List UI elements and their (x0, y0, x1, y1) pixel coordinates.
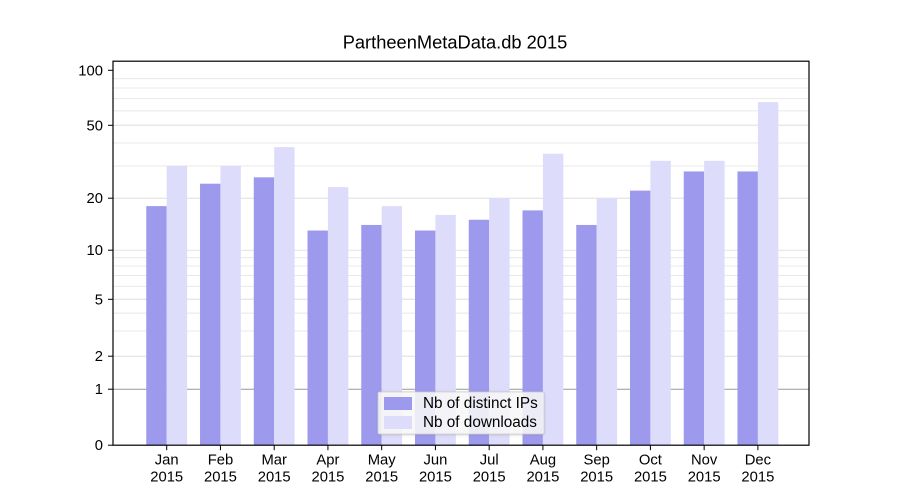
svg-text:Jan: Jan (155, 453, 179, 469)
svg-text:Nb of distinct IPs: Nb of distinct IPs (423, 395, 538, 412)
svg-text:Jun: Jun (423, 453, 447, 469)
svg-text:Oct: Oct (639, 453, 662, 469)
svg-text:50: 50 (87, 118, 103, 134)
svg-text:2: 2 (95, 349, 103, 365)
svg-text:2015: 2015 (526, 470, 559, 486)
svg-text:Jul: Jul (480, 453, 499, 469)
svg-text:2015: 2015 (473, 470, 506, 486)
svg-text:20: 20 (87, 191, 103, 207)
svg-text:2015: 2015 (365, 470, 398, 486)
svg-text:2015: 2015 (311, 470, 344, 486)
svg-text:2015: 2015 (688, 470, 721, 486)
svg-text:2015: 2015 (150, 470, 183, 486)
svg-text:Dec: Dec (745, 453, 772, 469)
svg-text:Apr: Apr (316, 453, 339, 469)
svg-text:1: 1 (95, 382, 103, 398)
svg-text:PartheenMetaData.db 2015: PartheenMetaData.db 2015 (343, 32, 568, 53)
svg-text:Sep: Sep (583, 453, 609, 469)
svg-text:2015: 2015 (258, 470, 291, 486)
svg-text:Nov: Nov (691, 453, 718, 469)
svg-text:2015: 2015 (634, 470, 667, 486)
svg-text:100: 100 (78, 63, 103, 79)
svg-text:2015: 2015 (204, 470, 237, 486)
svg-text:0: 0 (95, 438, 103, 454)
svg-text:2015: 2015 (419, 470, 452, 486)
svg-text:2015: 2015 (741, 470, 774, 486)
svg-text:10: 10 (87, 243, 103, 259)
svg-text:2015: 2015 (580, 470, 613, 486)
svg-text:May: May (368, 453, 397, 469)
svg-text:5: 5 (95, 292, 103, 308)
svg-text:Feb: Feb (208, 453, 234, 469)
svg-text:Mar: Mar (261, 453, 287, 469)
svg-text:Nb of downloads: Nb of downloads (423, 414, 537, 431)
svg-text:Aug: Aug (530, 453, 556, 469)
